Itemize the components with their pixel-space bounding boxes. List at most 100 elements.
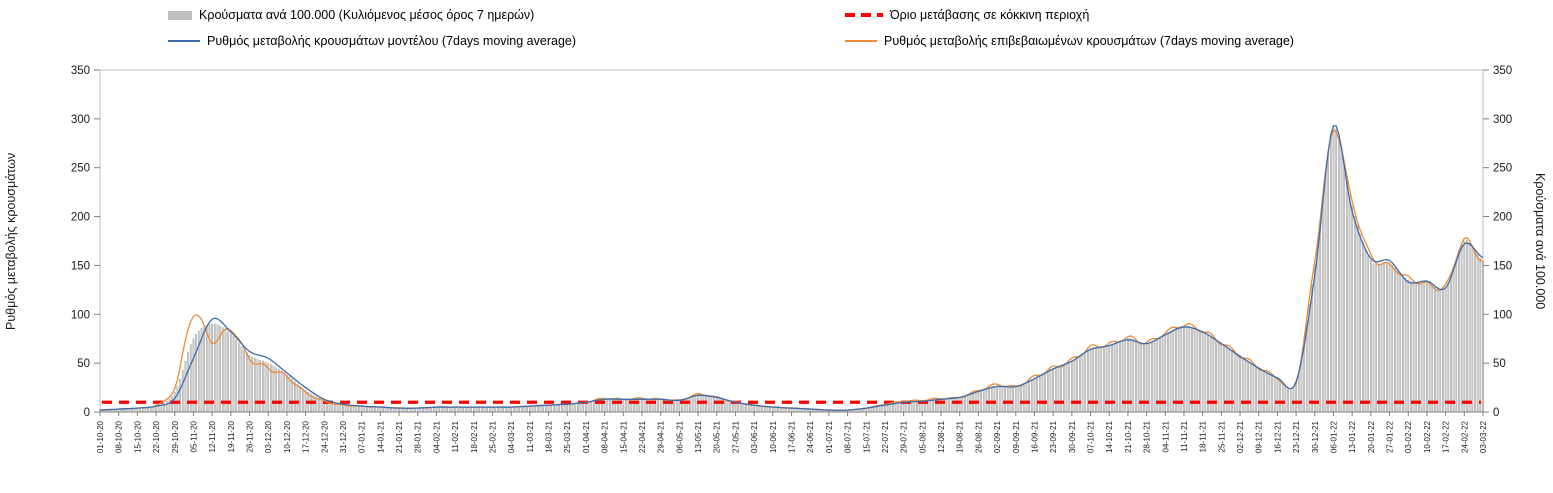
bars-legend-label: Κρούσματα ανά 100.000 (Κυλιόμενος μέσος … xyxy=(199,8,535,22)
svg-text:01-04-21: 01-04-21 xyxy=(582,420,591,453)
legend-item-model-line: Ρυθμός μεταβολής κρουσμάτων μοντέλου (7d… xyxy=(168,34,576,48)
svg-text:02-12-21: 02-12-21 xyxy=(1236,420,1245,453)
svg-text:03-06-21: 03-06-21 xyxy=(750,420,759,453)
svg-text:12-11-20: 12-11-20 xyxy=(208,420,217,452)
svg-text:14-10-21: 14-10-21 xyxy=(1105,420,1114,453)
model-cases-line xyxy=(99,125,1484,411)
svg-text:15-10-20: 15-10-20 xyxy=(133,420,142,453)
svg-text:150: 150 xyxy=(71,260,90,272)
threshold-legend-swatch xyxy=(845,13,883,17)
svg-text:04-03-21: 04-03-21 xyxy=(507,420,516,453)
svg-text:08-10-20: 08-10-20 xyxy=(115,420,124,453)
svg-text:06-01-22: 06-01-22 xyxy=(1329,420,1338,453)
svg-text:07-10-21: 07-10-21 xyxy=(1087,420,1096,453)
svg-text:29-07-21: 29-07-21 xyxy=(900,420,909,453)
bars-series xyxy=(99,128,1484,413)
x-axis: 01-10-20 08-10-20 15-10-20 22-10-20 29-10-20… xyxy=(96,412,1488,453)
svg-text:09-12-21: 09-12-21 xyxy=(1255,420,1264,453)
svg-text:200: 200 xyxy=(1493,212,1512,224)
svg-text:25-03-21: 25-03-21 xyxy=(563,420,572,453)
svg-text:20-05-21: 20-05-21 xyxy=(713,420,722,453)
svg-text:300: 300 xyxy=(1493,114,1512,126)
svg-text:06-05-21: 06-05-21 xyxy=(675,420,684,453)
threshold-legend-label: Όριο μετάβασης σε κόκκινη περιοχή xyxy=(890,8,1090,22)
svg-text:50: 50 xyxy=(1493,358,1506,370)
svg-text:30-09-21: 30-09-21 xyxy=(1068,420,1077,453)
svg-text:31-12-20: 31-12-20 xyxy=(339,420,348,453)
svg-text:300: 300 xyxy=(71,114,90,126)
svg-text:11-02-21: 11-02-21 xyxy=(451,420,460,452)
y-axis-title-right: Κρούσματα ανά 100.000 xyxy=(1533,172,1547,310)
svg-text:03-02-22: 03-02-22 xyxy=(1404,420,1413,453)
svg-text:15-07-21: 15-07-21 xyxy=(862,420,871,453)
svg-text:250: 250 xyxy=(1493,163,1512,175)
svg-text:08-07-21: 08-07-21 xyxy=(844,420,853,453)
legend-item-confirmed-line: Ρυθμός μεταβολής επιβεβαιωμένων κρουσμάτ… xyxy=(845,34,1294,48)
svg-text:24-12-20: 24-12-20 xyxy=(320,420,329,453)
svg-text:100: 100 xyxy=(1493,309,1512,321)
svg-text:01-10-20: 01-10-20 xyxy=(96,420,105,453)
svg-text:01-07-21: 01-07-21 xyxy=(825,420,834,453)
svg-text:19-11-20: 19-11-20 xyxy=(227,420,236,452)
svg-text:16-09-21: 16-09-21 xyxy=(1030,420,1039,453)
bars-legend-swatch xyxy=(168,10,192,20)
svg-text:11-11-21: 11-11-21 xyxy=(1180,420,1189,451)
legend-item-bars: Κρούσματα ανά 100.000 (Κυλιόμενος μέσος … xyxy=(168,8,534,22)
svg-text:21-10-21: 21-10-21 xyxy=(1124,420,1133,453)
svg-text:04-02-21: 04-02-21 xyxy=(432,420,441,453)
svg-text:13-01-22: 13-01-22 xyxy=(1348,420,1357,453)
confirmed-cases-line xyxy=(99,129,1484,411)
svg-text:08-04-21: 08-04-21 xyxy=(601,420,610,453)
svg-text:25-02-21: 25-02-21 xyxy=(488,420,497,453)
svg-text:18-03-21: 18-03-21 xyxy=(545,420,554,453)
svg-text:0: 0 xyxy=(1493,407,1499,419)
svg-text:13-05-21: 13-05-21 xyxy=(694,420,703,453)
svg-text:22-10-20: 22-10-20 xyxy=(152,420,161,453)
svg-text:07-01-21: 07-01-21 xyxy=(358,420,367,453)
svg-text:19-08-21: 19-08-21 xyxy=(956,420,965,453)
svg-text:10-02-22: 10-02-22 xyxy=(1423,420,1432,453)
svg-text:28-10-21: 28-10-21 xyxy=(1143,420,1152,453)
svg-text:30-12-21: 30-12-21 xyxy=(1311,420,1320,453)
svg-text:10-12-20: 10-12-20 xyxy=(283,420,292,453)
svg-text:10-06-21: 10-06-21 xyxy=(769,420,778,453)
svg-text:14-01-21: 14-01-21 xyxy=(376,420,385,453)
axes: 0 0 50 50 100 100 150 150 200 200 250 250 300 300 350 3… xyxy=(71,65,1512,419)
confirmed-line-legend-label: Ρυθμός μεταβολής επιβεβαιωμένων κρουσμάτ… xyxy=(884,34,1294,48)
svg-text:23-12-21: 23-12-21 xyxy=(1292,420,1301,453)
svg-text:150: 150 xyxy=(1493,260,1512,272)
svg-text:09-09-21: 09-09-21 xyxy=(1012,420,1021,453)
svg-text:17-02-22: 17-02-22 xyxy=(1442,420,1451,453)
svg-text:26-08-21: 26-08-21 xyxy=(974,420,983,453)
svg-text:17-06-21: 17-06-21 xyxy=(788,420,797,453)
svg-text:24-02-22: 24-02-22 xyxy=(1460,420,1469,453)
svg-text:22-07-21: 22-07-21 xyxy=(881,420,890,453)
svg-text:02-09-21: 02-09-21 xyxy=(993,420,1002,453)
svg-text:50: 50 xyxy=(77,358,90,370)
svg-text:250: 250 xyxy=(71,163,90,175)
svg-text:27-01-22: 27-01-22 xyxy=(1386,420,1395,453)
svg-text:03-12-20: 03-12-20 xyxy=(264,420,273,453)
svg-text:28-01-21: 28-01-21 xyxy=(414,420,423,453)
svg-text:24-06-21: 24-06-21 xyxy=(806,420,815,453)
svg-text:25-11-21: 25-11-21 xyxy=(1217,420,1226,452)
svg-text:15-04-21: 15-04-21 xyxy=(619,420,628,453)
svg-text:04-11-21: 04-11-21 xyxy=(1161,420,1170,452)
svg-text:26-11-20: 26-11-20 xyxy=(246,420,255,452)
confirmed-line-legend-swatch xyxy=(845,40,877,42)
svg-text:03-03-22: 03-03-22 xyxy=(1479,420,1488,453)
svg-text:23-09-21: 23-09-21 xyxy=(1049,420,1058,453)
svg-text:21-01-21: 21-01-21 xyxy=(395,420,404,453)
model-line-legend-label: Ρυθμός μεταβολής κρουσμάτων μοντέλου (7d… xyxy=(207,34,577,48)
svg-text:17-12-20: 17-12-20 xyxy=(302,420,311,453)
svg-text:350: 350 xyxy=(1493,65,1512,77)
svg-text:0: 0 xyxy=(84,407,90,419)
svg-text:200: 200 xyxy=(71,212,90,224)
svg-text:22-04-21: 22-04-21 xyxy=(638,420,647,453)
svg-text:27-05-21: 27-05-21 xyxy=(731,420,740,453)
model-line-legend-swatch xyxy=(168,40,200,42)
svg-text:29-10-20: 29-10-20 xyxy=(171,420,180,453)
svg-text:16-12-21: 16-12-21 xyxy=(1273,420,1282,453)
